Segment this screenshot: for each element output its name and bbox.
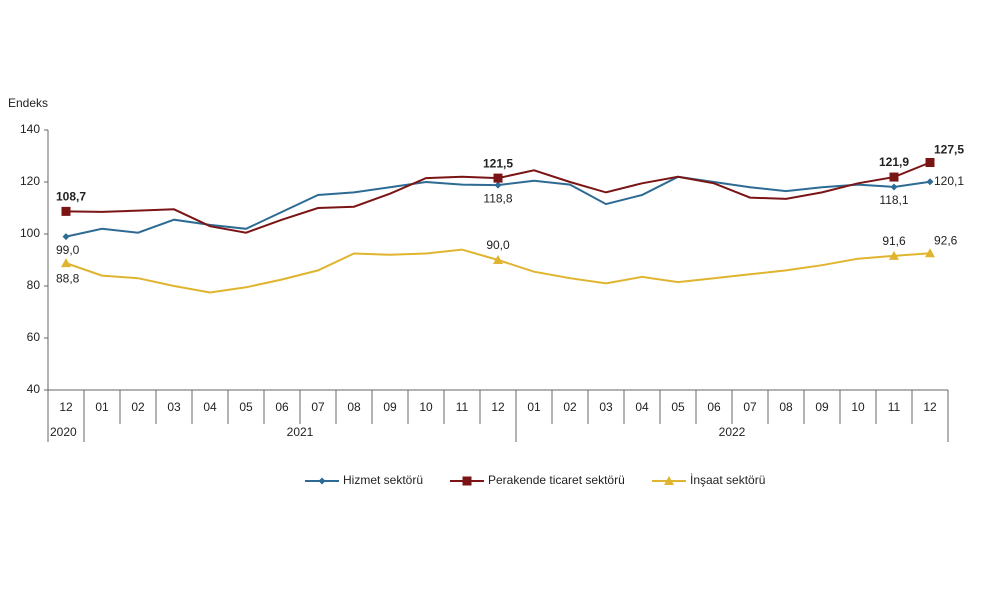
marker: [925, 248, 935, 258]
data-label: 118,8: [483, 191, 512, 205]
x-tick-label: 05: [239, 400, 253, 414]
group-label: 2021: [287, 425, 314, 439]
marker: [664, 476, 674, 485]
x-tick-label: 02: [131, 400, 145, 414]
x-tick-label: 09: [383, 400, 397, 414]
group-label: 2022: [719, 425, 746, 439]
x-tick-label: 06: [707, 400, 721, 414]
x-tick-label: 04: [203, 400, 217, 414]
data-label: 118,1: [879, 193, 908, 207]
x-tick-label: 12: [59, 400, 73, 414]
x-tick-label: 02: [563, 400, 577, 414]
x-tick-label: 03: [167, 400, 181, 414]
y-tick-label: 60: [27, 330, 41, 344]
marker: [61, 258, 71, 268]
x-tick-label: 10: [851, 400, 865, 414]
data-label: 127,5: [934, 143, 964, 157]
x-tick-label: 12: [923, 400, 937, 414]
data-label: 120,1: [934, 174, 964, 188]
marker: [889, 250, 899, 260]
marker: [925, 158, 935, 167]
marker: [494, 181, 502, 189]
x-tick-label: 03: [599, 400, 613, 414]
y-axis-label: Endeks: [8, 96, 48, 110]
x-tick-label: 08: [779, 400, 793, 414]
x-tick-label: 11: [888, 400, 901, 414]
y-tick-label: 140: [20, 122, 40, 136]
x-tick-label: 05: [671, 400, 685, 414]
x-tick-label: 12: [491, 400, 505, 414]
data-label: 121,9: [879, 155, 909, 169]
x-tick-label: 04: [635, 400, 649, 414]
x-tick-label: 01: [95, 400, 109, 414]
data-label: 90,0: [486, 238, 510, 252]
y-tick-label: 100: [20, 226, 40, 240]
data-label: 99,0: [56, 243, 80, 257]
x-tick-label: 11: [456, 400, 469, 414]
marker: [493, 255, 503, 264]
marker: [62, 233, 70, 241]
x-tick-label: 08: [347, 400, 361, 414]
x-tick-label: 06: [275, 400, 289, 414]
x-tick-label: 10: [419, 400, 433, 414]
data-label: 91,6: [882, 234, 906, 248]
legend-label: Hizmet sektörü: [343, 473, 423, 487]
marker: [890, 183, 898, 191]
data-label: 88,8: [56, 271, 80, 285]
marker: [61, 206, 71, 216]
x-tick-label: 01: [527, 400, 541, 414]
marker: [493, 173, 503, 183]
marker: [462, 476, 472, 486]
data-label: 108,7: [56, 190, 86, 204]
y-tick-label: 40: [27, 382, 41, 396]
legend-label: İnşaat sektörü: [690, 473, 765, 487]
y-tick-label: 120: [20, 174, 40, 188]
marker: [318, 477, 326, 485]
data-label: 92,6: [934, 233, 958, 247]
group-label: 2020: [50, 425, 77, 439]
x-tick-label: 07: [743, 400, 757, 414]
y-tick-label: 80: [27, 278, 41, 292]
marker: [926, 178, 934, 186]
marker: [889, 172, 899, 182]
data-label: 121,5: [483, 156, 513, 170]
x-tick-label: 09: [815, 400, 829, 414]
x-tick-label: 07: [311, 400, 325, 414]
legend-label: Perakende ticaret sektörü: [488, 473, 625, 487]
